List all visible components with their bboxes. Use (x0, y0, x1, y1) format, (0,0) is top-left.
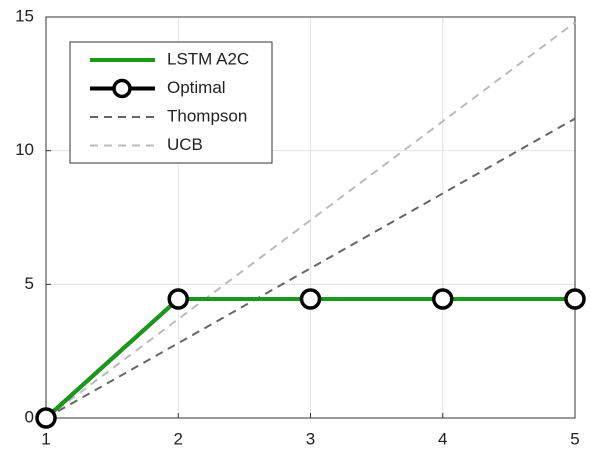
marker (35, 407, 57, 429)
legend-label: Thompson (167, 106, 247, 125)
x-tick-label: 1 (41, 429, 50, 448)
x-tick-label: 5 (570, 429, 579, 448)
legend-marker (112, 78, 132, 99)
series-line (45, 117, 576, 419)
x-tick-label: 3 (306, 429, 315, 448)
y-tick-label: 0 (25, 407, 34, 426)
legend-label: UCB (167, 135, 203, 154)
legend-box (69, 41, 273, 164)
marker (564, 288, 586, 310)
marker (299, 288, 322, 310)
x-tick-label: 4 (438, 429, 447, 448)
x-tick-label: 2 (174, 429, 183, 448)
legend: LSTM A2C Optimal Thompson UCB (69, 41, 273, 164)
y-tick-label: 5 (25, 274, 34, 293)
axes-frame (45, 16, 576, 419)
series-line (45, 21, 576, 419)
y-tick-label: 10 (15, 140, 34, 159)
legend-label: LSTM A2C (167, 49, 249, 68)
y-tick-label: 15 (15, 6, 34, 25)
marker (432, 288, 454, 310)
marker (167, 288, 189, 310)
legend-label: Optimal (167, 78, 226, 97)
